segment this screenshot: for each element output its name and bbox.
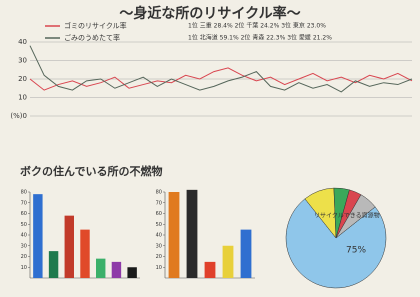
y-tick-label: 60	[21, 211, 27, 217]
slice-label: リサイクルできる資源物	[314, 212, 380, 220]
y-tick-label: 70	[156, 200, 162, 206]
chart-title: 〜身近な所のリサイクル率〜	[119, 5, 300, 22]
bar	[112, 262, 121, 278]
y-tick-label: 20	[156, 254, 162, 260]
chart-subtitle: ボクの住んでいる所の不燃物	[20, 164, 162, 178]
y-tick-label: 30	[21, 243, 27, 249]
annotation: 1位 北海道 59.1% 2位 青森 22.3% 3位 愛媛 21.2%	[188, 34, 332, 42]
y-tick-label: 50	[21, 222, 27, 228]
value-label: 75%	[346, 246, 366, 256]
legend-label: ごみのうめたて率	[64, 33, 120, 42]
bar	[169, 192, 180, 278]
bar	[127, 267, 136, 278]
y-tick-label: 20	[21, 254, 27, 260]
annotation: 1位 三重 28.4% 2位 千葉 24.2% 3位 東京 23.0%	[188, 22, 326, 30]
y-tick-label: 10	[21, 265, 27, 271]
bar	[33, 194, 42, 278]
y-tick-label: 30	[156, 243, 162, 249]
y-tick-label: 40	[18, 38, 27, 46]
bar	[187, 190, 198, 278]
bar	[205, 262, 216, 278]
y-tick-label: 40	[21, 233, 27, 239]
poster: 〜身近な所のリサイクル率〜 (%)0 10 20 30 40 ゴミのリサイクル率 1位 三重 …	[0, 0, 420, 297]
y-tick-label: 80	[21, 190, 27, 196]
y-tick-label: 30	[18, 57, 27, 65]
legend-label: ゴミのリサイクル率	[64, 21, 127, 30]
y-tick-label: (%)0	[10, 112, 27, 120]
bar	[96, 259, 105, 278]
bar	[223, 246, 234, 278]
y-tick-label: 20	[18, 75, 27, 83]
bar	[80, 230, 89, 278]
bar	[241, 230, 252, 278]
y-tick-label: 70	[21, 200, 27, 206]
bar	[49, 251, 58, 278]
y-tick-label: 40	[156, 233, 162, 239]
line	[30, 46, 412, 92]
y-tick-label: 10	[18, 94, 27, 102]
y-tick-label: 60	[156, 211, 162, 217]
y-tick-label: 10	[156, 265, 162, 271]
y-tick-label: 50	[156, 222, 162, 228]
bar	[65, 216, 74, 278]
y-tick-label: 80	[156, 190, 162, 196]
